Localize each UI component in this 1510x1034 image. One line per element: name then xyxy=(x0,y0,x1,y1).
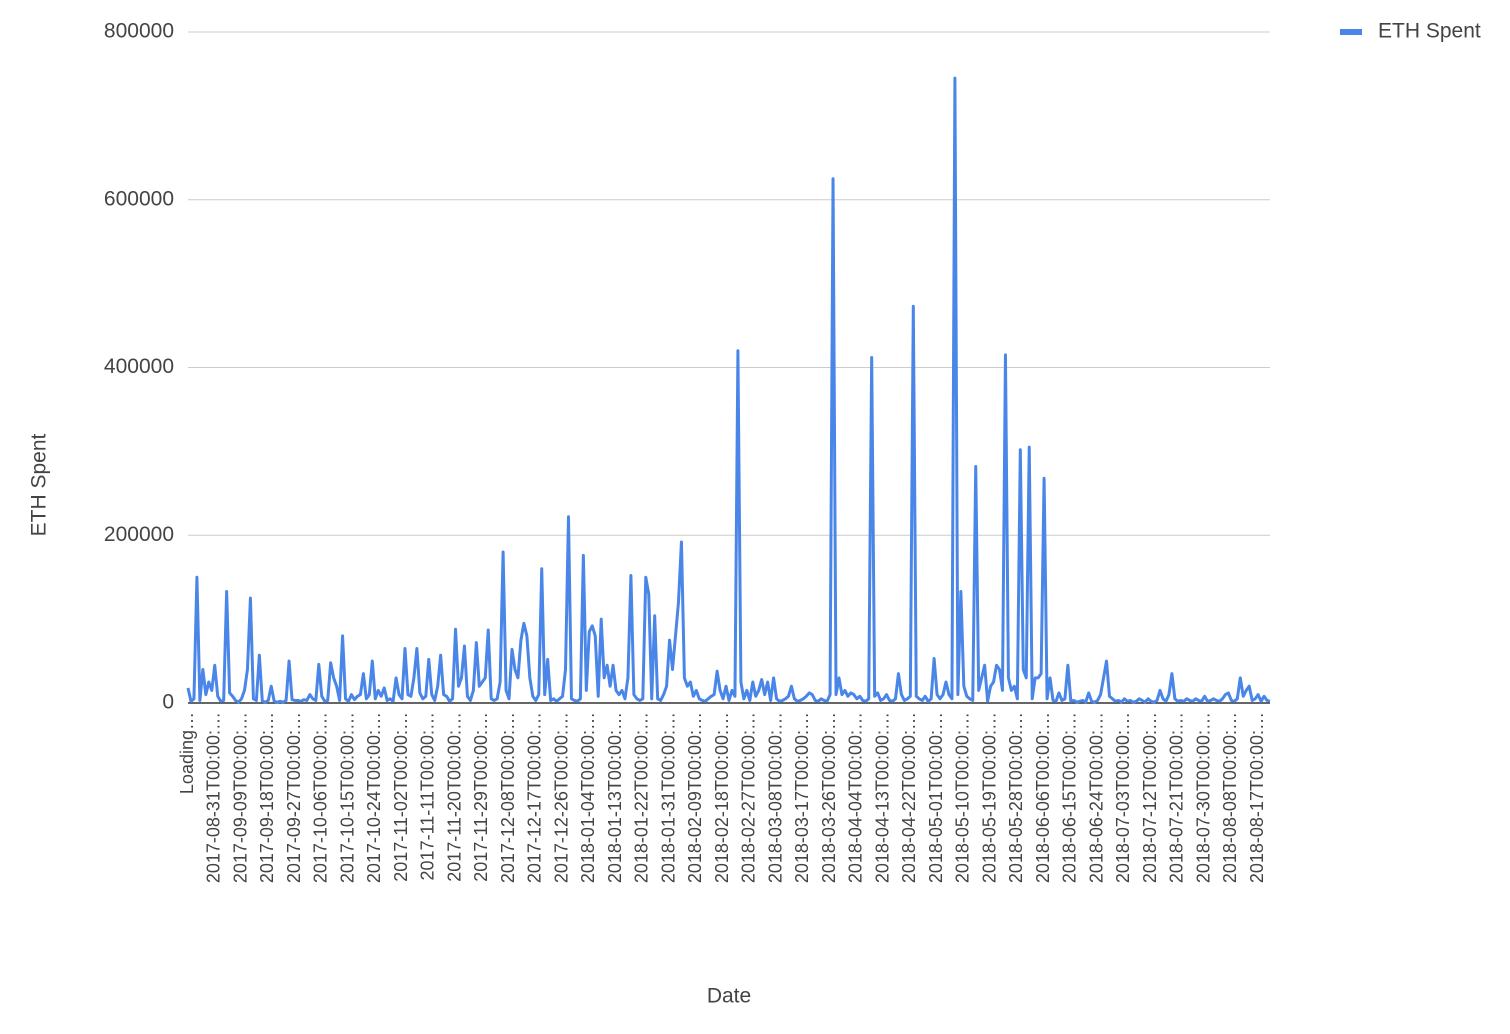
y-tick-label: 800000 xyxy=(104,20,174,43)
y-tick-label: 200000 xyxy=(104,523,174,546)
x-tick-label: Loading… xyxy=(177,712,197,794)
x-tick-label: 2018-03-08T00:00:… xyxy=(765,712,785,883)
x-tick-label: 2018-07-30T00:00:… xyxy=(1193,712,1213,883)
y-tick-label: 400000 xyxy=(104,355,174,378)
x-tick-label: 2017-11-29T00:00:… xyxy=(471,712,491,882)
x-tick-label: 2018-02-09T00:00:… xyxy=(685,712,705,883)
x-tick-label: 2018-05-19T00:00:… xyxy=(979,712,999,883)
x-tick-label: 2017-10-24T00:00:… xyxy=(364,712,384,883)
x-tick-label: 2018-08-17T00:00:… xyxy=(1247,712,1267,883)
x-axis-title: Date xyxy=(707,985,751,1008)
x-tick-label: 2018-04-04T00:00:… xyxy=(846,712,866,883)
x-tick-label: 2018-06-24T00:00:… xyxy=(1086,712,1106,883)
x-tick-label: 2017-11-20T00:00:… xyxy=(444,712,464,882)
y-tick-label: 0 xyxy=(162,691,174,714)
x-tick-label: 2017-08-31T00:00:… xyxy=(204,712,224,883)
x-tick-label: 2018-04-13T00:00:… xyxy=(872,712,892,883)
y-tick-label: 600000 xyxy=(104,187,174,210)
x-tick-label: 2018-07-21T00:00:… xyxy=(1167,712,1187,883)
x-tick-label: 2018-03-17T00:00:… xyxy=(792,712,812,883)
x-tick-label: 2018-07-03T00:00:… xyxy=(1113,712,1133,883)
x-tick-label: 2018-06-15T00:00:… xyxy=(1060,712,1080,883)
x-tick-label: 2017-12-26T00:00:… xyxy=(551,712,571,883)
x-tick-label: 2017-09-09T00:00:… xyxy=(230,712,250,883)
x-tick-label: 2018-04-22T00:00:… xyxy=(899,712,919,883)
x-tick-label: 2018-07-12T00:00:… xyxy=(1140,712,1160,883)
x-tick-label: 2018-02-18T00:00:… xyxy=(712,712,732,883)
y-axis-title: ETH Spent xyxy=(28,433,51,536)
x-tick-label: 2018-05-01T00:00:… xyxy=(926,712,946,883)
x-tick-label: 2017-12-08T00:00:… xyxy=(498,712,518,883)
x-tick-label: 2018-05-10T00:00:… xyxy=(953,712,973,883)
x-tick-label: 2017-10-15T00:00:… xyxy=(337,712,357,883)
x-tick-label: 2017-11-02T00:00:… xyxy=(391,712,411,882)
x-tick-label: 2017-09-18T00:00:… xyxy=(257,712,277,883)
x-tick-label: 2018-01-22T00:00:… xyxy=(632,712,652,883)
x-tick-label: 2018-01-04T00:00:… xyxy=(578,712,598,883)
x-tick-label: 2017-09-27T00:00:… xyxy=(284,712,304,883)
x-tick-label: 2017-10-06T00:00:… xyxy=(311,712,331,883)
x-tick-label: 2018-03-26T00:00:… xyxy=(819,712,839,883)
x-tick-label: 2017-12-17T00:00:… xyxy=(525,712,545,883)
x-tick-label: 2018-01-13T00:00:… xyxy=(605,712,625,883)
x-tick-label: 2018-08-08T00:00:… xyxy=(1220,712,1240,883)
x-tick-label: 2018-06-06T00:00:… xyxy=(1033,712,1053,883)
x-tick-label: 2018-01-31T00:00:… xyxy=(658,712,678,883)
x-tick-label: 2018-02-27T00:00:… xyxy=(739,712,759,883)
legend-label: ETH Spent xyxy=(1378,20,1481,43)
data-line xyxy=(186,76,1271,704)
x-tick-label: 2018-05-28T00:00:… xyxy=(1006,712,1026,883)
x-tick-label: 2017-11-11T00:00:… xyxy=(418,712,438,880)
